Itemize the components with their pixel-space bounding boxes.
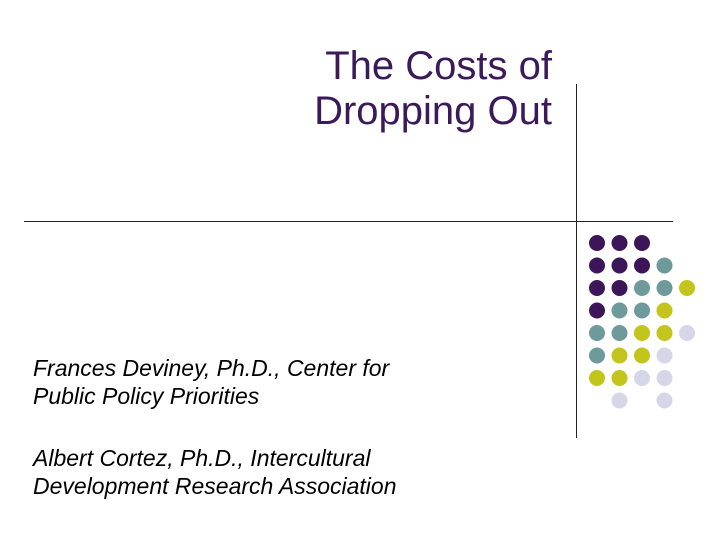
dot-purple — [611, 235, 628, 251]
author-2-line-2: Development Research Association — [33, 473, 397, 499]
dot-lavender — [634, 370, 650, 386]
dot-lavender — [656, 347, 673, 364]
dot-teal — [611, 325, 628, 341]
title-line-1: The Costs of — [325, 44, 552, 88]
dot-purple — [611, 280, 628, 296]
dot-teal — [589, 347, 605, 364]
dot-lavender — [656, 392, 673, 409]
dot-olive — [679, 280, 695, 296]
dot-lavender — [656, 370, 673, 386]
dot-olive — [634, 325, 650, 341]
author-1-line-2: Public Policy Priorities — [33, 383, 260, 409]
dot-olive — [656, 325, 673, 341]
dot-purple — [589, 302, 605, 319]
dot-olive — [611, 370, 628, 386]
dot-purple — [589, 280, 605, 296]
author-2-line-1: Albert Cortez, Ph.D., Intercultural — [33, 445, 371, 471]
author-2: Albert Cortez, Ph.D., Intercultural Deve… — [33, 444, 553, 500]
slide-title: The Costs of Dropping Out — [132, 44, 552, 134]
dot-purple — [634, 235, 650, 251]
dot-lavender — [611, 392, 628, 409]
authors-block: Frances Deviney, Ph.D., Center for Publi… — [33, 354, 553, 534]
dot-purple — [589, 235, 605, 251]
horizontal-divider — [24, 221, 673, 222]
dot-teal — [611, 302, 628, 319]
vertical-divider — [576, 84, 577, 438]
dot-olive — [589, 370, 605, 386]
author-1-line-1: Frances Deviney, Ph.D., Center for — [33, 355, 390, 381]
dot-purple — [611, 257, 628, 274]
dot-purple — [589, 257, 605, 274]
dot-teal — [656, 257, 673, 274]
author-1: Frances Deviney, Ph.D., Center for Publi… — [33, 354, 553, 410]
title-line-2: Dropping Out — [314, 89, 552, 133]
dot-teal — [656, 280, 673, 296]
dot-lavender — [679, 325, 695, 341]
dot-olive — [611, 347, 628, 364]
dot-grid-decoration — [589, 235, 695, 409]
dot-purple — [634, 257, 650, 274]
dot-olive — [656, 302, 673, 319]
dot-teal — [634, 280, 650, 296]
dot-teal — [589, 325, 605, 341]
dot-olive — [634, 347, 650, 364]
dot-teal — [634, 302, 650, 319]
